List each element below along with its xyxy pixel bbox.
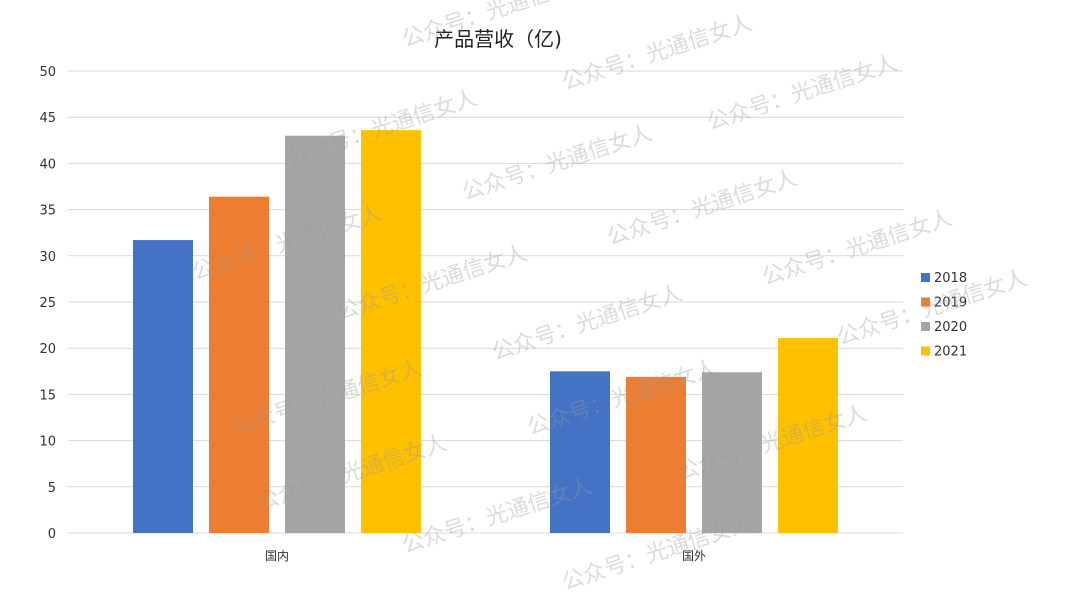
bar-2021-1 bbox=[778, 338, 838, 533]
legend-label: 2021 bbox=[934, 345, 967, 360]
bar-2020-1 bbox=[702, 372, 762, 533]
y-tick-label: 35 bbox=[39, 204, 56, 219]
bar-2018-1 bbox=[550, 371, 610, 533]
chart-title: 产品营收（亿) bbox=[434, 27, 562, 51]
watermark-text: 公众号：光通信女人 bbox=[704, 51, 900, 136]
bar-2019-1 bbox=[626, 376, 686, 533]
y-tick-label: 15 bbox=[39, 388, 56, 403]
y-tick-label: 30 bbox=[39, 250, 56, 265]
y-tick-label: 45 bbox=[39, 111, 56, 126]
y-axis-ticks: 0 5 10 15 20 25 30 35 40 45 50 bbox=[39, 65, 56, 542]
watermark-text: 公众号：光通信女人 bbox=[834, 266, 1030, 351]
x-axis-categories: 国内 国外 bbox=[265, 549, 706, 563]
y-tick-label: 50 bbox=[39, 65, 56, 80]
bars bbox=[133, 130, 838, 534]
bar-2020-0 bbox=[285, 135, 345, 533]
y-tick-label: 25 bbox=[39, 296, 56, 311]
bar-2018-0 bbox=[133, 240, 193, 534]
legend-swatch bbox=[921, 346, 930, 356]
legend: 2018 2019 2020 2021 bbox=[921, 271, 967, 360]
legend-label: 2018 bbox=[934, 271, 967, 286]
bar-2019-0 bbox=[209, 196, 269, 533]
legend-swatch bbox=[921, 297, 930, 307]
y-tick-label: 0 bbox=[48, 527, 56, 542]
watermark-text: 公众号：光通信女人 bbox=[489, 281, 685, 366]
y-tick-label: 10 bbox=[39, 435, 56, 450]
watermark-text: 公众号：光通信女人 bbox=[604, 166, 800, 251]
legend-label: 2020 bbox=[934, 320, 967, 335]
bar-2021-0 bbox=[361, 130, 421, 534]
watermark-text: 公众号：光通信女人 bbox=[559, 11, 755, 96]
legend-swatch bbox=[921, 273, 930, 282]
gridlines bbox=[68, 70, 903, 534]
y-tick-label: 5 bbox=[48, 481, 56, 496]
legend-swatch bbox=[921, 322, 930, 331]
x-category-label: 国内 bbox=[265, 549, 289, 563]
x-category-label: 国外 bbox=[682, 549, 706, 563]
legend-label: 2019 bbox=[934, 296, 967, 311]
y-tick-label: 20 bbox=[39, 342, 56, 357]
y-tick-label: 40 bbox=[39, 157, 56, 172]
